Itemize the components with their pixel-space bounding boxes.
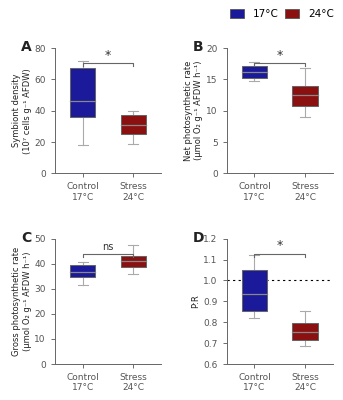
Y-axis label: Symbiont density
(10⁷ cells g⁻¹ AFDW): Symbiont density (10⁷ cells g⁻¹ AFDW) bbox=[12, 68, 32, 154]
Text: *: * bbox=[276, 239, 283, 252]
Text: C: C bbox=[21, 231, 31, 245]
Bar bbox=[242, 66, 267, 78]
Text: A: A bbox=[21, 40, 32, 54]
Bar bbox=[70, 265, 95, 278]
Text: ns: ns bbox=[102, 242, 114, 252]
Text: B: B bbox=[193, 40, 203, 54]
Text: *: * bbox=[276, 49, 283, 62]
Bar bbox=[70, 68, 95, 117]
Text: *: * bbox=[105, 49, 111, 62]
Bar bbox=[292, 323, 318, 340]
Text: D: D bbox=[193, 231, 204, 245]
Y-axis label: Gross photosynthetic rate
(µmol O₂ g⁻¹ AFDW h⁻¹): Gross photosynthetic rate (µmol O₂ g⁻¹ A… bbox=[12, 247, 32, 356]
Y-axis label: Net photosynthetic rate
(µmol O₂ g⁻¹ AFDW h⁻¹): Net photosynthetic rate (µmol O₂ g⁻¹ AFD… bbox=[184, 60, 203, 161]
Bar bbox=[242, 270, 267, 311]
Bar bbox=[292, 86, 318, 106]
Legend: 17°C, 24°C: 17°C, 24°C bbox=[226, 5, 338, 24]
Bar bbox=[120, 116, 146, 134]
Y-axis label: P:R: P:R bbox=[191, 294, 201, 308]
Bar bbox=[120, 256, 146, 268]
